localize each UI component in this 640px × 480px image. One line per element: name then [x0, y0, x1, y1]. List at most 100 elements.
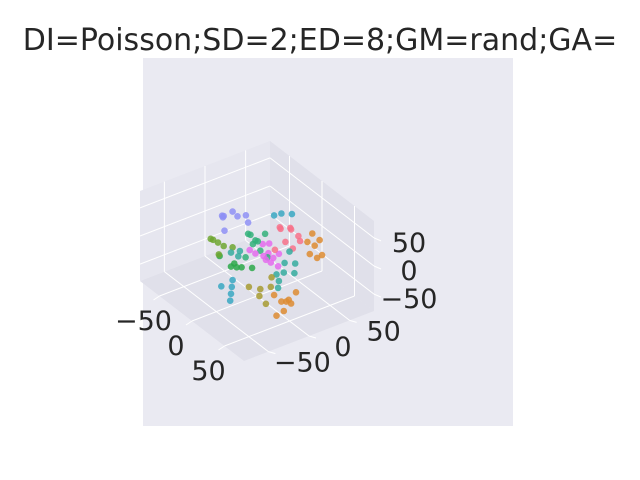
- scatter-point: [257, 285, 264, 293]
- z-tick-label: 0: [400, 256, 417, 287]
- scatter-point: [256, 292, 263, 300]
- chart-title: DI=Poisson;SD=2;ED=8;GM=rand;GA=: [23, 23, 617, 58]
- scatter-point: [276, 224, 284, 231]
- x-tick-label: 50: [191, 356, 225, 387]
- scatter-point: [282, 238, 289, 246]
- scatter-point: [311, 242, 319, 249]
- scatter-point: [278, 298, 285, 305]
- scatter-point: [280, 307, 288, 315]
- scatter-point: [221, 227, 228, 234]
- grid-line-z-side: [139, 157, 271, 209]
- scatter-point: [267, 283, 275, 291]
- scatter-point: [236, 247, 244, 255]
- scatter-point: [238, 264, 245, 271]
- y-tick-label: 0: [334, 332, 351, 363]
- scatter-point: [249, 240, 257, 248]
- scatter-point: [247, 231, 254, 239]
- scatter-point: [227, 249, 235, 256]
- scatter-point: [257, 247, 264, 254]
- scatter-point: [229, 208, 236, 215]
- scatter-point: [261, 230, 269, 238]
- scatter-point: [270, 212, 278, 219]
- z-tick-label: −50: [381, 284, 438, 315]
- x-tick-label: −50: [115, 306, 172, 337]
- y-tick-mark: [268, 351, 276, 355]
- scatter-point: [227, 263, 235, 270]
- z-tick-mark: [373, 293, 382, 298]
- scatter-point: [234, 213, 241, 220]
- scatter-point: [265, 240, 273, 247]
- scatter-point: [274, 263, 282, 270]
- scatter-point: [318, 251, 326, 259]
- scatter-point: [248, 264, 256, 272]
- scatter-point: [226, 297, 234, 305]
- scatter-point: [292, 289, 300, 296]
- grid-line-x-floor: [224, 295, 355, 347]
- x-tick-mark: [218, 345, 225, 351]
- scatter-point: [262, 300, 270, 308]
- scatter-point: [271, 246, 279, 254]
- scatter-point: [218, 283, 225, 290]
- scatter-point: [227, 290, 235, 298]
- scatter-point: [209, 236, 217, 244]
- z-tick-mark: [373, 237, 382, 242]
- scatter-point: [215, 251, 223, 258]
- scatter-point: [252, 250, 259, 257]
- grid-line-z-back: [269, 185, 375, 267]
- scatter-point: [233, 264, 240, 271]
- grid-line-z-side: [139, 185, 271, 237]
- scatter-point: [313, 254, 321, 262]
- y-tick-label: 50: [366, 316, 400, 347]
- scatter-point: [291, 269, 298, 277]
- scatter-point: [295, 232, 302, 240]
- scatter-point: [259, 240, 267, 248]
- scatter-point: [287, 224, 294, 232]
- scatter-point: [304, 238, 311, 246]
- scatter-point: [246, 246, 253, 254]
- x-tick-label: 0: [167, 331, 184, 362]
- scatter-point: [296, 237, 304, 245]
- y-tick-mark: [308, 335, 317, 339]
- scatter-point: [286, 248, 293, 255]
- grid-line-z-back: [269, 157, 375, 239]
- scatter-point: [218, 212, 226, 219]
- y-tick-label: −50: [274, 348, 331, 379]
- scatter-point: [309, 230, 316, 237]
- scatter-point: [254, 238, 262, 245]
- scatter-point: [214, 239, 222, 246]
- scatter-point: [281, 259, 288, 267]
- data-points: [207, 208, 326, 320]
- scatter-point: [280, 269, 288, 276]
- scatter-point: [262, 256, 270, 264]
- scatter-point: [220, 242, 227, 250]
- scatter-point: [268, 274, 275, 281]
- x-tick-mark: [185, 320, 193, 326]
- z-tick-label: 50: [392, 228, 426, 259]
- z-tick-mark: [373, 265, 382, 270]
- scatter-point: [270, 254, 277, 262]
- scatter-point: [229, 276, 236, 284]
- scatter-point: [275, 250, 283, 258]
- scatter-point: [242, 212, 250, 219]
- scatter-point: [235, 252, 242, 260]
- scatter-point: [273, 312, 280, 320]
- scatter-point: [291, 260, 299, 267]
- scatter-point: [306, 250, 314, 258]
- scatter-point: [287, 300, 295, 307]
- scatter-point: [316, 236, 323, 244]
- scatter-point: [288, 210, 296, 218]
- scatter-point: [270, 291, 278, 299]
- x-tick-mark: [153, 295, 160, 301]
- scatter-point: [278, 210, 285, 217]
- scatter-point: [245, 283, 253, 291]
- scatter-point: [275, 277, 283, 285]
- scatter-point: [274, 284, 282, 292]
- scatter-point: [229, 244, 236, 251]
- scatter-point: [244, 219, 252, 226]
- scatter-point: [242, 253, 249, 261]
- scatter-point: [228, 283, 236, 291]
- scatter-point: [273, 271, 280, 278]
- y-tick-mark: [349, 319, 357, 323]
